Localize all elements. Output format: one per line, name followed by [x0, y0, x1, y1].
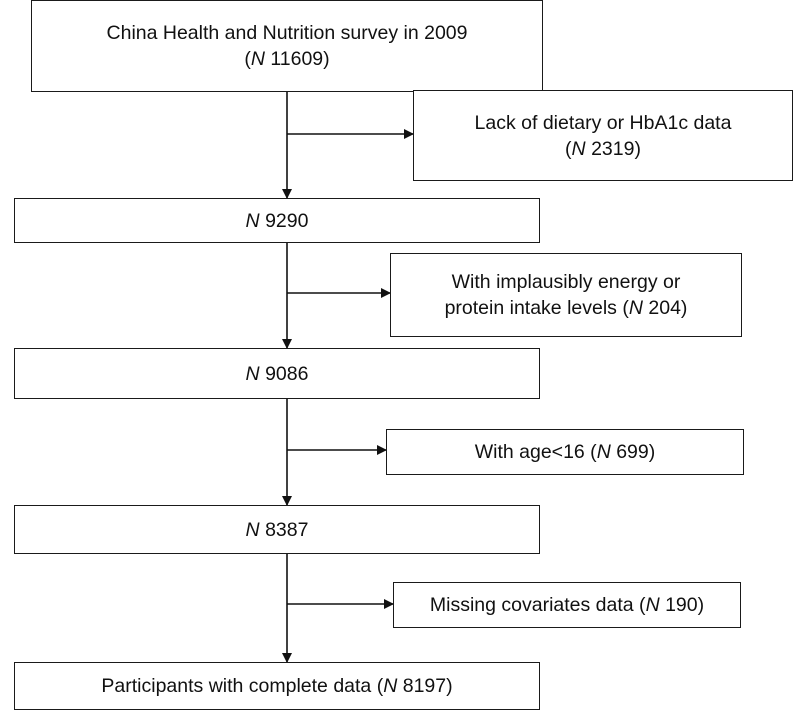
n-symbol: N	[596, 441, 611, 463]
step3-count-line: N 9086	[246, 361, 309, 387]
step1-title: China Health and Nutrition survey in 200…	[106, 22, 468, 44]
exclusion-1-text: Lack of dietary or HbA1c data	[474, 111, 732, 134]
exclusion-1-count-line: (N 2319)	[565, 137, 641, 160]
n-symbol: N	[383, 675, 398, 697]
exclusion-2-line2: protein intake levels (N 204)	[444, 297, 688, 319]
step1-count-line: (N 11609)	[244, 48, 330, 70]
n-symbol: N	[645, 594, 660, 616]
step2-count: 9290	[265, 209, 309, 232]
step5-text: Participants with complete data	[101, 675, 372, 697]
step5-count: 8197	[402, 675, 447, 697]
step5-line: Participants with complete data (N 8197)	[101, 675, 453, 697]
n-symbol: N	[250, 48, 265, 70]
step4-box: N 8387	[14, 505, 540, 554]
exclusion-4-line: Missing covariates data (N 190)	[429, 594, 705, 616]
exclusion-3-text: With age<16	[474, 441, 585, 463]
step2-count-line: N 9290	[246, 208, 309, 234]
step3-count: 9086	[265, 362, 309, 385]
n-symbol: N	[245, 518, 260, 541]
exclusion-box-2: With implausibly energy or protein intak…	[390, 253, 742, 337]
step5-box: Participants with complete data (N 8197)	[14, 662, 540, 710]
exclusion-4-text: Missing covariates data	[429, 594, 634, 616]
exclusion-3-line: With age<16 (N 699)	[474, 441, 656, 463]
step3-box: N 9086	[14, 348, 540, 399]
n-symbol: N	[628, 297, 643, 319]
exclusion-2-count: 204	[648, 297, 681, 319]
exclusion-2-text-line1: With implausibly energy or	[451, 271, 681, 293]
exclusion-box-4: Missing covariates data (N 190)	[393, 582, 741, 628]
n-symbol: N	[245, 362, 260, 385]
exclusion-3-count: 699	[616, 441, 649, 463]
exclusion-4-count: 190	[665, 594, 698, 616]
step4-count-line: N 8387	[246, 517, 309, 543]
exclusion-box-3: With age<16 (N 699)	[386, 429, 744, 475]
step1-box: China Health and Nutrition survey in 200…	[31, 0, 543, 92]
n-symbol: N	[571, 137, 586, 160]
exclusion-box-1: Lack of dietary or HbA1c data (N 2319)	[413, 90, 793, 181]
exclusion-1-count: 2319	[591, 137, 635, 160]
exclusion-2-text-line2: protein intake levels	[444, 297, 617, 319]
step4-count: 8387	[265, 518, 309, 541]
n-symbol: N	[245, 209, 260, 232]
step1-count: 11609	[270, 48, 324, 70]
step2-box: N 9290	[14, 198, 540, 243]
